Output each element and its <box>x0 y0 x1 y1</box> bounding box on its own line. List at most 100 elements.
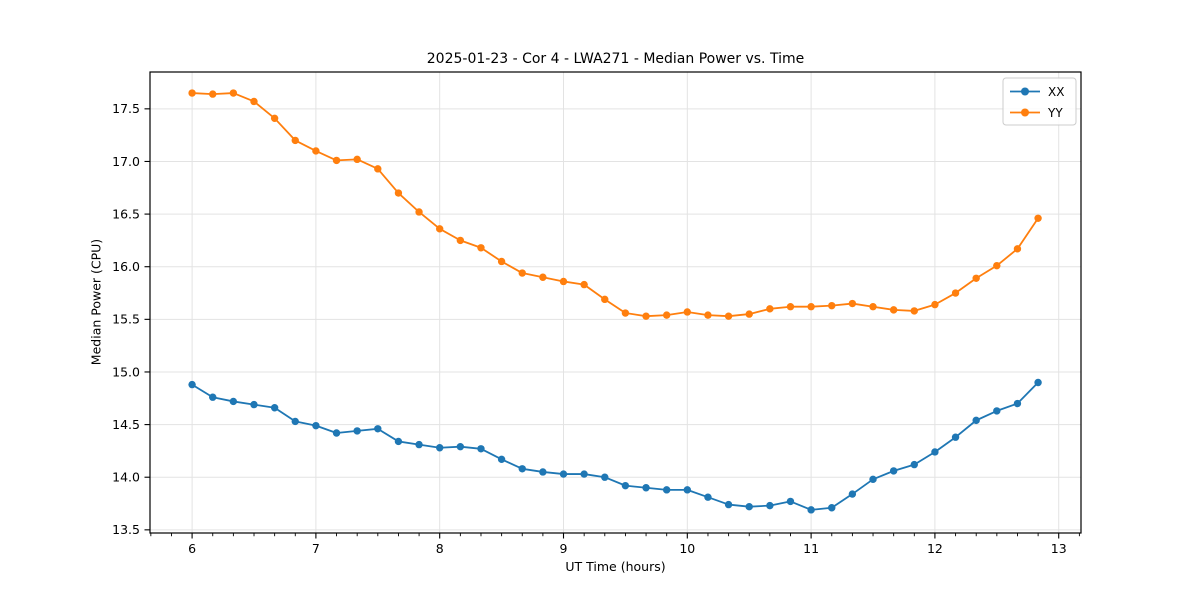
data-point <box>931 300 939 309</box>
data-point <box>766 305 774 313</box>
y-tick-label: 16.0 <box>112 259 140 274</box>
x-tick-label: 8 <box>436 541 444 556</box>
data-point <box>580 470 588 478</box>
data-point <box>642 312 650 320</box>
data-point <box>683 308 692 316</box>
data-point <box>662 311 671 319</box>
data-point <box>601 473 609 481</box>
y-tick-label: 17.0 <box>112 154 140 169</box>
y-tick-label: 14.0 <box>112 470 140 485</box>
data-point <box>229 397 238 406</box>
legend-frame <box>1002 77 1077 126</box>
data-point <box>889 306 898 314</box>
data-point <box>291 136 299 145</box>
data-point <box>559 277 568 286</box>
data-point <box>601 295 609 304</box>
legend-label: XX <box>1048 85 1064 99</box>
data-point <box>415 440 423 449</box>
data-point <box>1034 378 1042 387</box>
legend-marker <box>1021 87 1029 96</box>
data-point <box>209 393 217 401</box>
data-point <box>188 89 196 97</box>
series-yy <box>188 89 1042 320</box>
data-point <box>209 90 217 98</box>
data-point <box>848 490 857 498</box>
x-tick-label: 7 <box>312 541 320 556</box>
data-point <box>436 444 444 452</box>
data-point <box>1013 399 1022 408</box>
data-point <box>559 470 568 478</box>
y-tick-label: 14.5 <box>112 417 140 432</box>
y-tick-label: 16.5 <box>112 206 140 221</box>
data-point <box>1013 245 1022 253</box>
data-point <box>394 437 403 446</box>
data-point <box>580 280 588 289</box>
data-point <box>497 455 506 464</box>
series-line-yy <box>191 92 1039 318</box>
grid-lines <box>150 72 1081 533</box>
data-point <box>436 225 444 233</box>
data-point <box>662 486 671 494</box>
data-point <box>745 310 753 318</box>
data-point <box>291 417 299 426</box>
data-point <box>456 442 465 451</box>
data-point <box>394 189 403 197</box>
data-point <box>786 497 795 506</box>
data-point <box>621 481 630 490</box>
data-point <box>1034 214 1042 222</box>
x-tick-label: 13 <box>1051 541 1067 556</box>
data-point <box>910 307 918 315</box>
series-line-xx <box>191 381 1039 511</box>
data-point <box>374 165 382 173</box>
data-point <box>539 468 547 476</box>
data-point <box>250 97 258 106</box>
data-point <box>188 380 196 389</box>
data-point <box>332 429 341 437</box>
data-point <box>477 244 485 252</box>
data-point <box>683 486 692 494</box>
x-tick-label: 12 <box>927 541 943 556</box>
data-point <box>807 303 815 311</box>
data-point <box>724 312 733 320</box>
legend: XX YY <box>1002 77 1077 126</box>
data-point <box>972 274 980 282</box>
data-point <box>642 484 650 492</box>
data-point <box>951 289 960 297</box>
data-point <box>848 299 857 308</box>
data-point <box>704 493 712 501</box>
y-axis-label: Median Power (CPU) <box>88 238 104 366</box>
axis-ticks: 6 7 8 9 10 11 12 13 13.5 14.0 14.5 15.0 15.5 16.0 16.5… <box>112 101 1080 556</box>
data-point <box>828 301 836 310</box>
plot-border <box>149 71 1082 534</box>
data-point <box>312 421 320 430</box>
data-point <box>931 448 939 456</box>
series-xx <box>188 378 1042 514</box>
y-tick-label: 15.5 <box>112 312 140 327</box>
data-point <box>497 257 506 266</box>
data-point <box>993 261 1001 270</box>
data-point <box>270 404 279 412</box>
data-point <box>869 475 877 484</box>
data-point <box>312 147 320 155</box>
data-point <box>910 460 918 469</box>
data-point <box>270 114 279 123</box>
data-point <box>724 500 733 509</box>
data-point <box>477 445 485 453</box>
data-point <box>828 504 836 512</box>
data-point <box>704 311 712 319</box>
data-point <box>250 400 258 409</box>
x-tick-label: 10 <box>679 541 695 556</box>
data-point <box>951 433 960 441</box>
data-point <box>518 465 526 473</box>
data-point <box>353 427 361 435</box>
data-point <box>518 269 526 277</box>
data-point <box>993 407 1001 415</box>
x-tick-label: 6 <box>188 541 196 556</box>
legend-label: YY <box>1047 106 1063 120</box>
y-tick-label: 13.5 <box>112 522 140 537</box>
data-point <box>353 155 361 164</box>
data-point <box>415 208 423 216</box>
data-point <box>869 303 877 311</box>
x-axis-label: UT Time (hours) <box>565 559 666 574</box>
